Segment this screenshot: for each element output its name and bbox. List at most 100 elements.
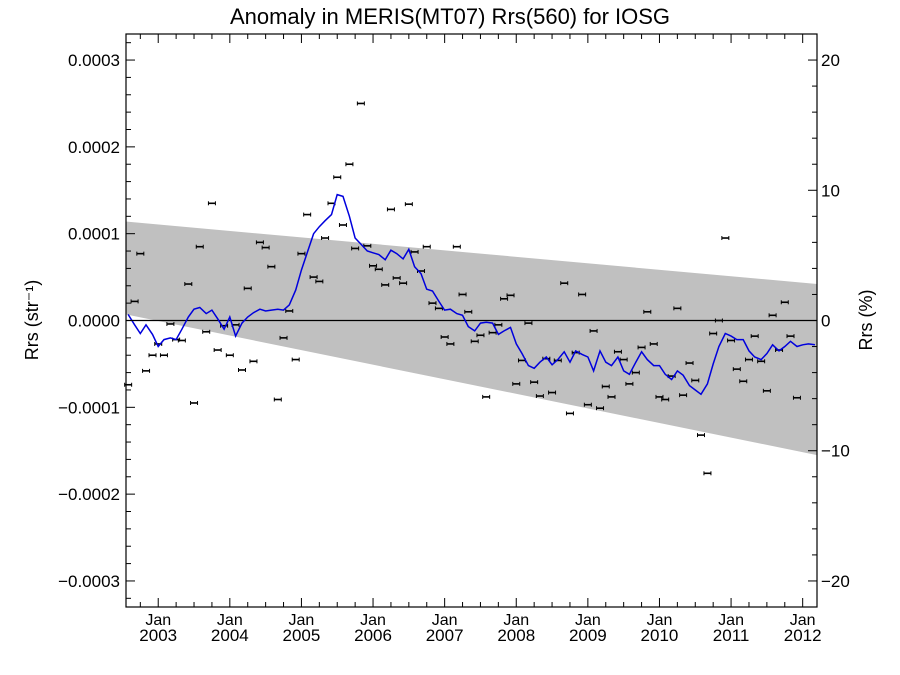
data-point	[166, 321, 175, 326]
x-tick-label-month: Jan	[503, 612, 529, 629]
data-point	[458, 292, 467, 297]
data-point	[757, 359, 766, 364]
data-point	[315, 279, 324, 284]
data-point	[410, 249, 419, 254]
data-point	[374, 267, 383, 272]
data-point	[500, 296, 509, 301]
data-point	[744, 357, 753, 362]
data-point	[578, 292, 587, 297]
data-point	[613, 349, 622, 354]
x-tick-label-month: Jan	[575, 612, 601, 629]
y-left-tick-label: −0.0002	[58, 485, 120, 504]
data-point	[184, 282, 193, 287]
y-right-tick-label: 10	[821, 181, 840, 200]
data-point	[297, 251, 306, 256]
data-point	[679, 393, 688, 398]
x-tick-label-year: 2003	[139, 626, 177, 645]
data-point	[428, 301, 437, 306]
x-tick-label-month: Jan	[432, 612, 458, 629]
data-point	[732, 367, 741, 372]
y-left-tick-label: 0.0001	[68, 225, 120, 244]
data-point	[548, 390, 557, 395]
data-point	[696, 433, 705, 438]
data-point	[768, 313, 777, 318]
data-point	[356, 101, 365, 106]
data-point	[345, 162, 354, 167]
data-point	[249, 359, 258, 364]
data-point	[399, 281, 408, 286]
x-tick-label-year: 2009	[569, 626, 607, 645]
data-point	[440, 334, 449, 339]
x-tick-label-month: Jan	[360, 612, 386, 629]
data-point	[238, 367, 247, 372]
y-left-tick-label: 0.0000	[68, 312, 120, 331]
y-right-tick-label: 20	[821, 51, 840, 70]
x-tick-label-month: Jan	[289, 612, 315, 629]
data-point	[303, 212, 312, 217]
x-tick-label-year: 2011	[713, 626, 750, 645]
data-point	[739, 379, 748, 384]
data-point	[130, 299, 139, 304]
data-point	[452, 244, 461, 249]
running-mean-layer	[127, 193, 816, 396]
data-point	[386, 207, 395, 212]
data-point	[202, 329, 211, 334]
data-point	[279, 335, 288, 340]
data-point	[673, 306, 682, 311]
data-point	[267, 264, 276, 269]
x-tick-label-year: 2012	[784, 626, 822, 645]
data-point	[464, 309, 473, 314]
data-point	[285, 308, 294, 313]
data-point	[381, 282, 390, 287]
data-point	[535, 394, 544, 399]
data-point	[213, 348, 222, 353]
y-right-tick-label: −10	[821, 442, 850, 461]
data-point	[225, 353, 234, 358]
data-point	[369, 263, 378, 268]
data-point	[750, 334, 759, 339]
data-point	[565, 411, 574, 416]
y-right-tick-label: 0	[821, 312, 830, 331]
data-point	[291, 357, 300, 362]
x-tick-label-year: 2007	[426, 626, 464, 645]
data-point	[727, 338, 736, 343]
data-point	[601, 384, 610, 389]
data-point	[655, 394, 664, 399]
data-point	[685, 361, 694, 366]
x-tick-label-month: Jan	[647, 612, 673, 629]
data-point	[524, 321, 533, 326]
x-tick-label-year: 2004	[211, 626, 249, 645]
y-axis-left-label: Rrs (str⁻¹)	[22, 280, 42, 360]
data-point	[560, 281, 569, 286]
y-left-tick-label: −0.0003	[58, 572, 120, 591]
x-tick-label-month: Jan	[145, 612, 171, 629]
data-point	[351, 246, 360, 251]
data-point	[177, 338, 186, 343]
data-point	[792, 395, 801, 400]
data-point	[631, 370, 640, 375]
chart-title: Anomaly in MERIS(MT07) Rrs(560) for IOSG	[230, 4, 670, 29]
data-point	[643, 309, 652, 314]
data-point	[780, 300, 789, 305]
y-left-tick-label: −0.0001	[58, 398, 120, 417]
x-tick-label-year: 2008	[497, 626, 535, 645]
data-point	[333, 175, 342, 180]
data-point	[338, 223, 347, 227]
data-point	[637, 345, 646, 350]
data-point	[190, 400, 199, 405]
data-point	[649, 341, 658, 346]
data-point	[625, 381, 634, 386]
data-point	[392, 275, 401, 280]
data-point	[762, 388, 771, 393]
x-tick-label-year: 2010	[641, 626, 679, 645]
data-point	[142, 368, 151, 373]
data-point	[607, 394, 616, 399]
data-point	[714, 318, 723, 323]
data-point	[446, 341, 455, 346]
y-left-tick-label: 0.0003	[68, 51, 120, 70]
data-point	[589, 328, 598, 333]
data-point	[404, 202, 413, 207]
x-tick-label-year: 2006	[354, 626, 392, 645]
